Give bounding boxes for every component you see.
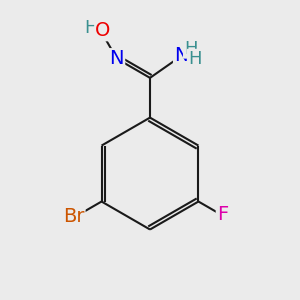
Text: H: H: [188, 50, 201, 68]
Text: H: H: [184, 40, 197, 58]
Text: F: F: [217, 205, 228, 224]
Text: Br: Br: [63, 207, 84, 226]
Text: O: O: [95, 21, 111, 40]
Text: N: N: [110, 49, 124, 68]
Text: N: N: [174, 46, 189, 65]
Text: H: H: [85, 19, 98, 37]
